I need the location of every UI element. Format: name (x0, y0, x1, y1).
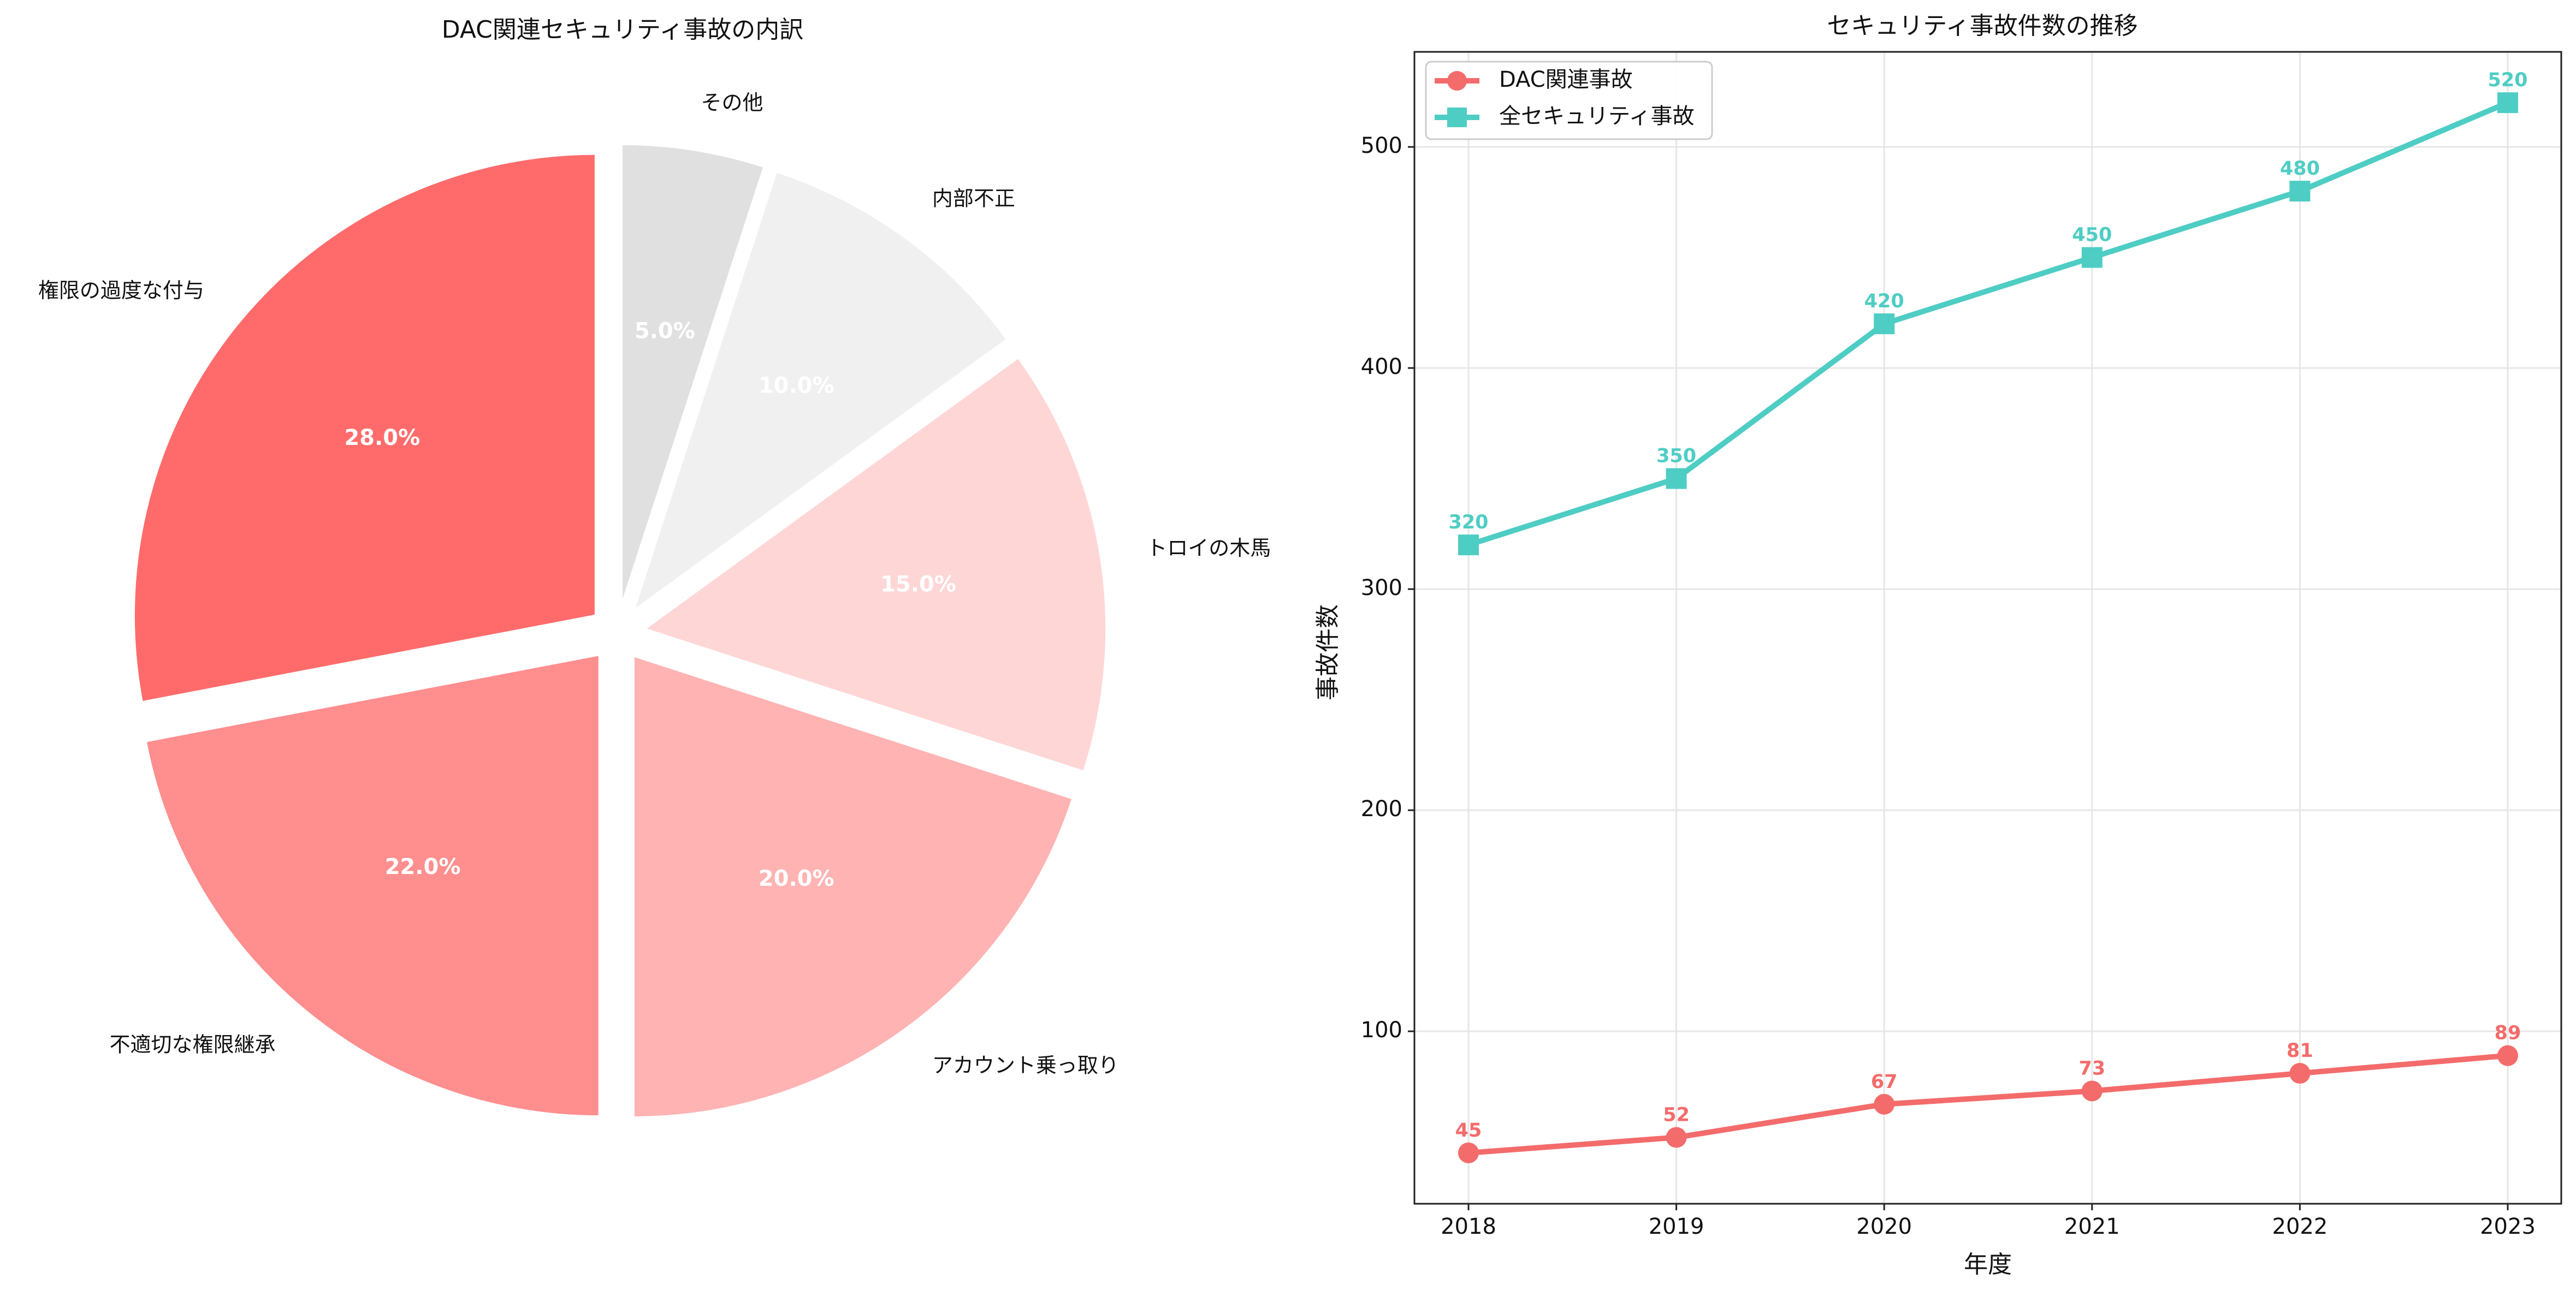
x-tick-label: 2022 (2272, 1214, 2328, 1239)
y-tick-label: 200 (1361, 796, 1402, 822)
data-label: 520 (2488, 69, 2527, 91)
pie-slice-percent: 22.0% (385, 854, 461, 879)
axes: 100 200 300 400 500 2018 2019 2020 2021 2022 2023 (1361, 51, 2562, 1239)
pie-slice-percent: 10.0% (759, 373, 834, 398)
pie-slice-percent: 28.0% (344, 425, 420, 450)
legend-marker (1447, 71, 1467, 91)
series-line (1468, 1053, 2508, 1156)
data-label: 52 (1663, 1104, 1690, 1126)
pie-labels: 28.0% 権限の過度な付与 22.0% 不適切な権限継承 20.0% アカウント乗っ取り… (38, 91, 1271, 1077)
y-tick-label: 300 (1361, 575, 1402, 601)
pie-chart-title: DAC関連セキュリティ事故の内訳 (442, 16, 804, 44)
x-tick-label: 2018 (1441, 1214, 1496, 1239)
data-label: 350 (1656, 445, 1696, 467)
pie-slice-label: その他 (701, 91, 763, 115)
pie-slice-percent: 5.0% (635, 319, 695, 344)
pie-slice (642, 355, 1108, 774)
x-axis-label: 年度 (1964, 1251, 2012, 1279)
pie-slice-percent: 20.0% (759, 866, 834, 891)
legend-label: DAC関連事故 (1499, 67, 1633, 92)
series-point (2081, 1080, 2103, 1102)
data-label: 89 (2495, 1022, 2521, 1044)
plot-frame (1413, 51, 2562, 1205)
x-tick-label: 2019 (1649, 1214, 1704, 1239)
data-label: 67 (1871, 1071, 1898, 1093)
pie-slice (132, 152, 597, 704)
pie-slice-label: 内部不正 (932, 187, 1015, 211)
pie-chart: DAC関連セキュリティ事故の内訳 28.0% 権限の過度な付与 22.0% 不適切な権… (38, 16, 1271, 1119)
series-point (2497, 92, 2518, 114)
series-point (2497, 1045, 2518, 1066)
pie-slices (132, 142, 1108, 1119)
series-point (1874, 1093, 1895, 1115)
series-point (2289, 181, 2311, 202)
data-label: 320 (1448, 512, 1488, 533)
y-axis-label: 事故件数 (1314, 604, 1342, 700)
pie-slice-label: 権限の過度な付与 (38, 278, 204, 302)
pie-slice-label: アカウント乗っ取り (932, 1053, 1119, 1077)
series-point (2081, 247, 2103, 268)
x-tick-label: 2020 (1856, 1214, 1912, 1239)
pie-slice (620, 142, 766, 607)
line-series: 45 52 67 73 81 89 320 350 420 450 480 520 (1448, 69, 2528, 1163)
data-label: 45 (1455, 1120, 1482, 1142)
series-point (1874, 313, 1895, 335)
line-chart: セキュリティ事故件数の推移 100 200 300 400 500 2018 2019 202… (1314, 12, 2562, 1279)
x-tick-label: 2021 (2064, 1214, 2120, 1239)
legend-marker (1447, 108, 1467, 127)
x-tick-label: 2023 (2480, 1214, 2536, 1239)
pie-slice (144, 653, 601, 1118)
pie-slice (631, 170, 1009, 614)
series-point (1458, 534, 1479, 556)
y-tick-label: 500 (1361, 133, 1402, 158)
pie-slice-label: 不適切な権限継承 (109, 1033, 275, 1057)
pie-slice-percent: 15.0% (880, 572, 956, 597)
pie-slice (632, 654, 1074, 1119)
series-point (1666, 468, 1687, 489)
data-label: 480 (2280, 158, 2320, 180)
data-label: 420 (1864, 290, 1904, 312)
series-point (1666, 1127, 1687, 1148)
legend-label: 全セキュリティ事故 (1499, 104, 1695, 129)
series-point (2289, 1063, 2311, 1084)
data-label: 450 (2072, 224, 2112, 246)
line-chart-title: セキュリティ事故件数の推移 (1827, 12, 2137, 40)
pie-slice-label: トロイの木馬 (1146, 536, 1271, 560)
grid-lines (1414, 52, 2561, 1204)
legend-box (1425, 61, 1713, 140)
data-label: 73 (2078, 1057, 2105, 1079)
y-tick-label: 400 (1361, 354, 1402, 379)
series-line (1467, 100, 2509, 548)
data-label: 81 (2287, 1040, 2313, 1062)
y-tick-label: 100 (1361, 1018, 1402, 1043)
series-point (1458, 1142, 1479, 1163)
